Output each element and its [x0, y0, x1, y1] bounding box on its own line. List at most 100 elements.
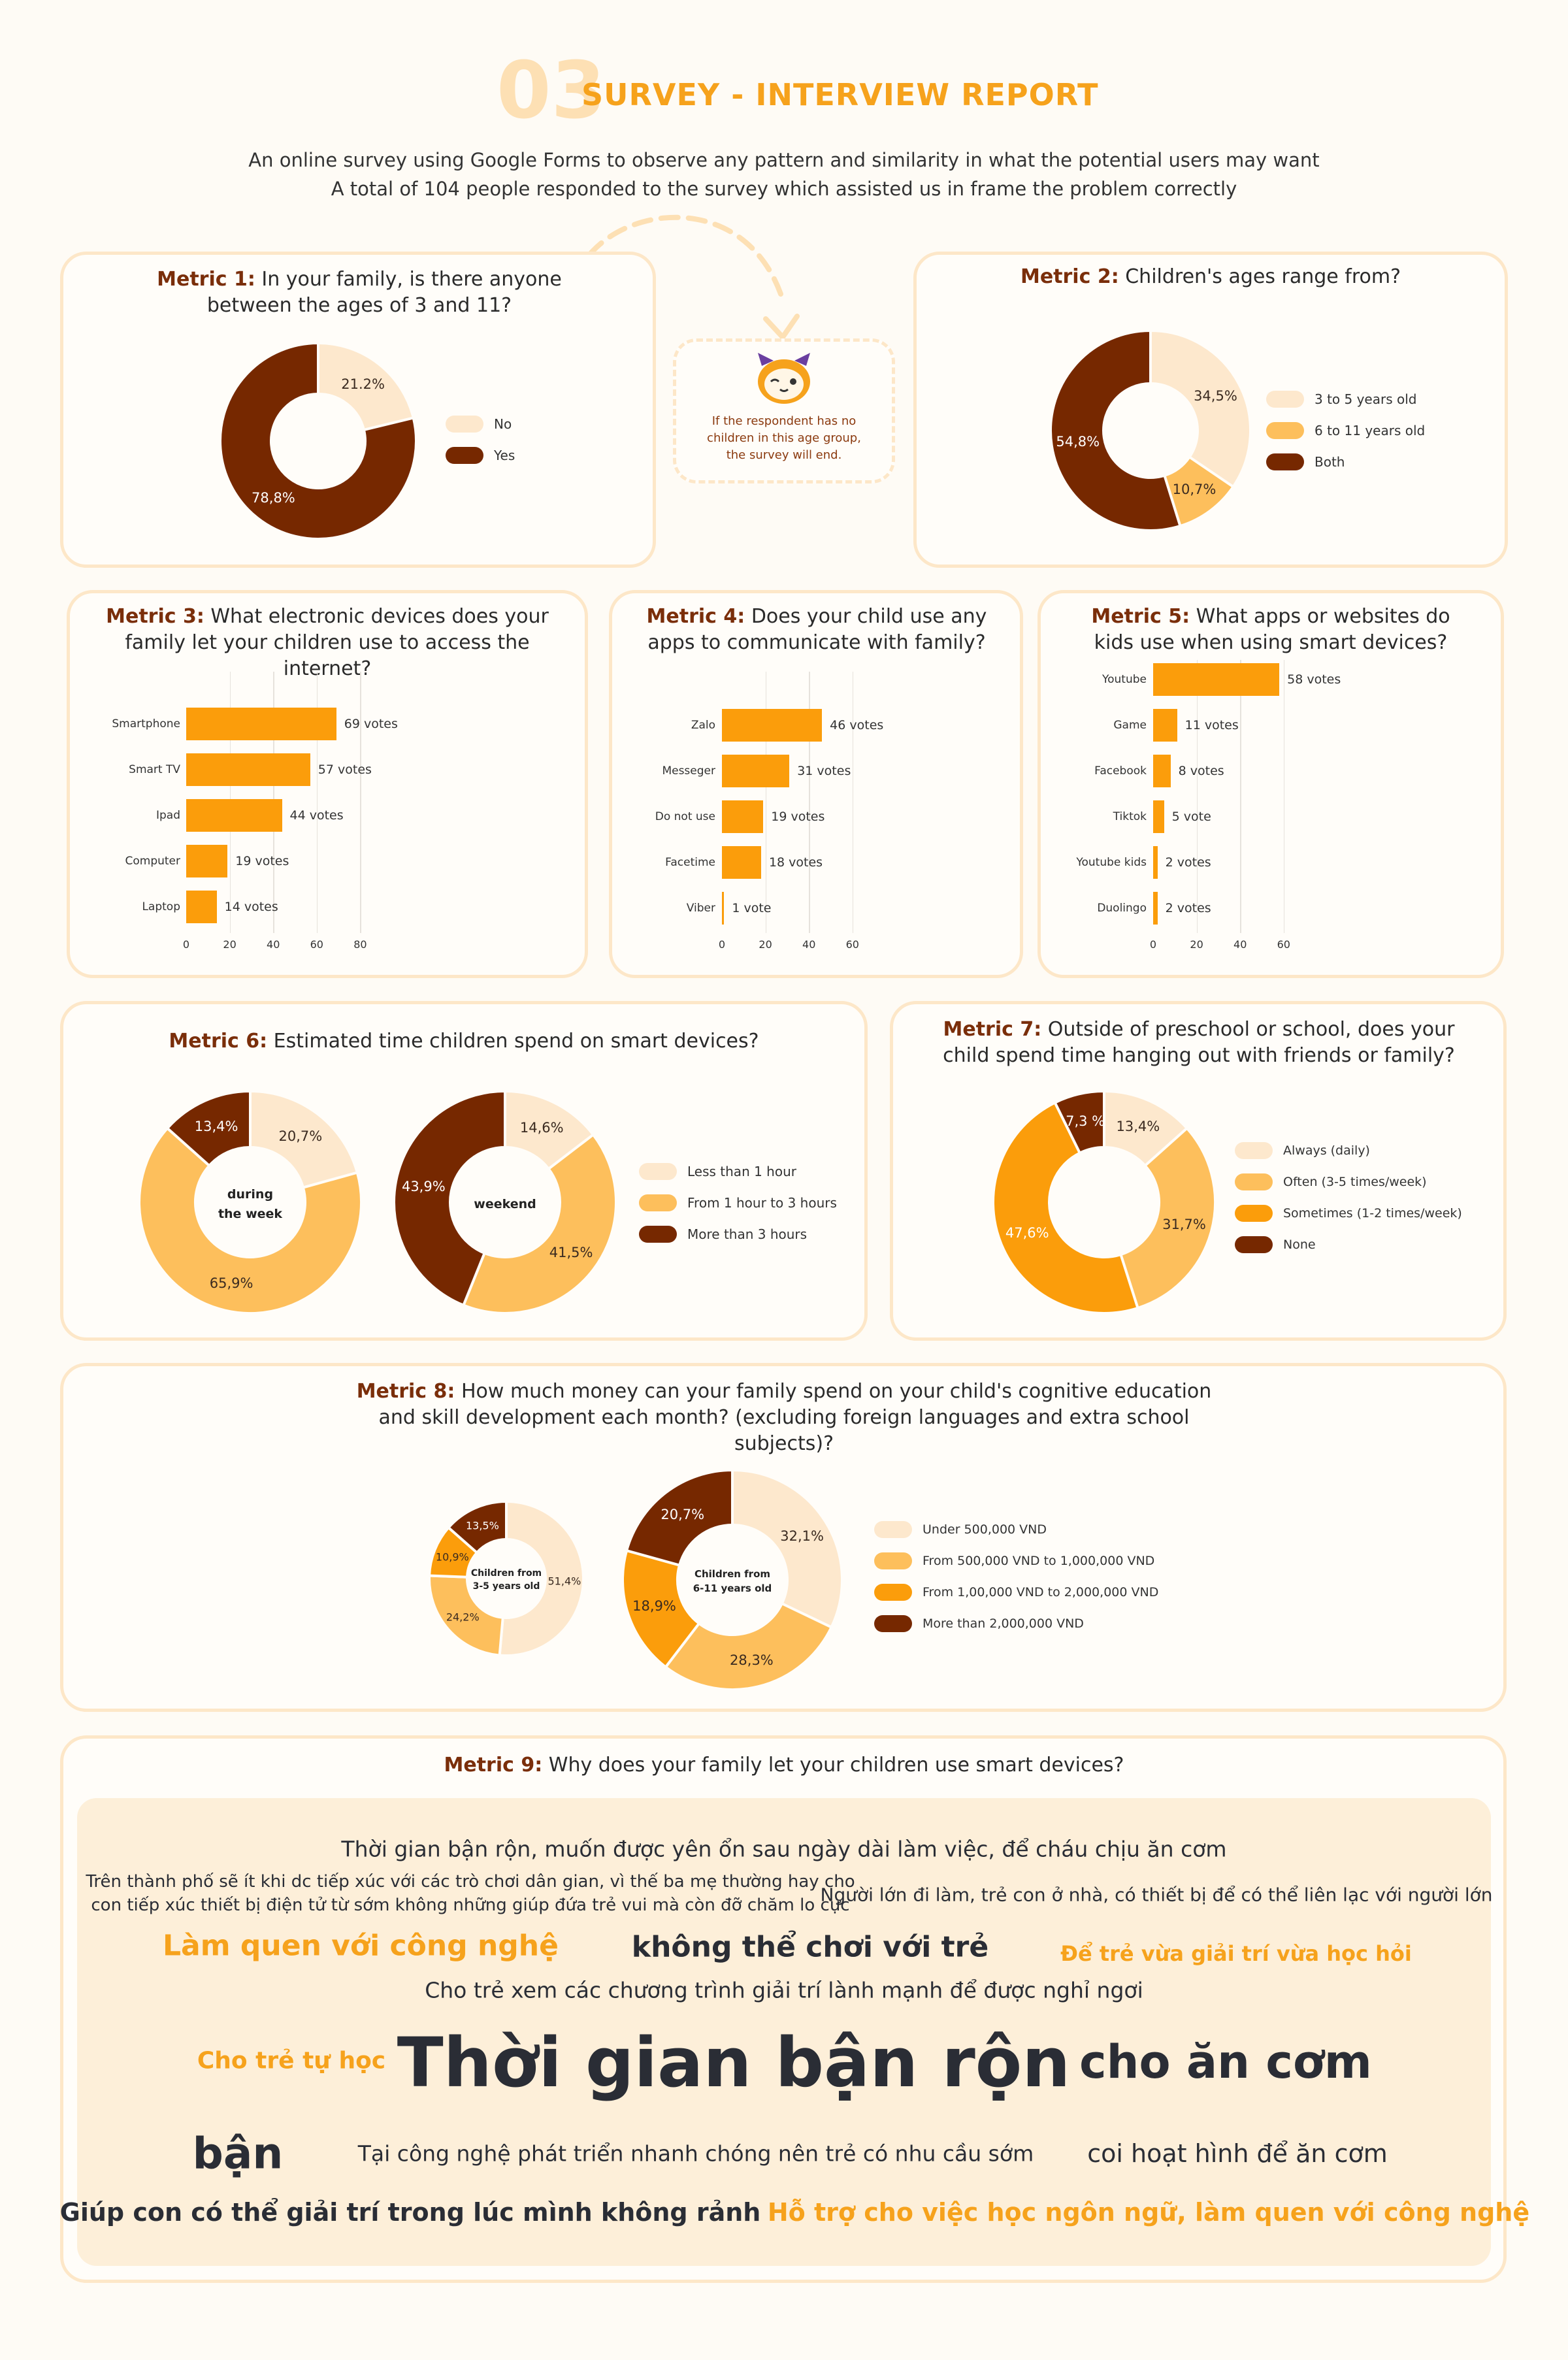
metric-8-legend-item: From 1,00,000 VND to 2,000,000 VND — [874, 1584, 1158, 1601]
metric-5-value: 58 votes — [1287, 672, 1341, 687]
metric-1-legend-item: No — [446, 416, 512, 433]
word-cloud-phrase: Người lớn đi làm, trẻ con ở nhà, có thiế… — [820, 1884, 1493, 1906]
legend-swatch — [1235, 1205, 1273, 1222]
metric-8-small-label-1: 24,2% — [446, 1611, 480, 1624]
metric-5-bar — [1153, 663, 1280, 696]
dashed-arrow — [587, 214, 800, 340]
metric-4-value: 31 votes — [797, 764, 851, 778]
legend-swatch — [639, 1226, 677, 1243]
metric-3-tick: 40 — [267, 938, 280, 951]
legend-label: 3 to 5 years old — [1315, 391, 1417, 407]
legend-swatch — [639, 1163, 677, 1180]
metric-2-donut-label-0: 34,5% — [1194, 388, 1237, 404]
metric-5-bar — [1153, 892, 1158, 925]
legend-label: More than 3 hours — [687, 1226, 808, 1242]
metric-8-small-slice-0 — [498, 1500, 585, 1657]
metric-7-donut-label-3: 7,3 % — [1066, 1113, 1105, 1130]
metric-5-category: Duolingo — [1097, 902, 1147, 915]
metric-1-donut-slice-0 — [317, 341, 416, 432]
metric-8-small-label-0: 51,4% — [547, 1575, 581, 1588]
metric-6-week-center: during the week — [218, 1187, 283, 1221]
word-cloud-phrase: con tiếp xúc thiết bị điện tử từ sớm khô… — [91, 1895, 850, 1915]
metric-5-value: 8 votes — [1178, 764, 1224, 778]
metric-3-category: Smart TV — [129, 763, 180, 776]
metric-8-small-slice-3 — [446, 1500, 508, 1555]
note-box — [673, 338, 895, 483]
metric-8-big-slice-0 — [731, 1468, 843, 1630]
metric-6-weekend-label-2: 43,9% — [401, 1178, 446, 1194]
word-cloud-phrase: Thời gian bận rộn — [397, 2023, 1071, 2103]
legend-label: From 1,00,000 VND to 2,000,000 VND — [923, 1585, 1159, 1599]
intro-line-1: An online survey using Google Forms to o… — [248, 149, 1320, 171]
legend-swatch — [1266, 391, 1304, 408]
metric-5-bar — [1153, 755, 1171, 787]
legend-swatch — [874, 1615, 912, 1632]
metric-4-bar — [722, 709, 823, 742]
word-cloud-phrase: Tại công nghệ phát triển nhanh chóng nên… — [357, 2140, 1034, 2167]
metric-4-value: 19 votes — [771, 810, 825, 824]
legend-swatch — [1235, 1173, 1273, 1190]
metric-3-bar — [186, 753, 310, 786]
word-cloud-phrase: Cho trẻ xem các chương trình giải trí là… — [425, 1977, 1143, 2003]
word-cloud-phrase: Giúp con có thể giải trí trong lúc mình … — [59, 2198, 761, 2227]
metric-7-legend-item: None — [1235, 1236, 1316, 1253]
metric-4-value: 46 votes — [830, 718, 884, 732]
legend-swatch — [1266, 453, 1304, 470]
metric-4-tick: 40 — [802, 938, 816, 951]
metric-5-tick: 0 — [1149, 938, 1157, 951]
metric-6-weekend-label-0: 14,6% — [519, 1120, 564, 1136]
word-cloud-phrase: Cho trẻ tự học — [197, 2047, 386, 2074]
metric-3-card — [67, 590, 588, 978]
legend-label: Sometimes (1-2 times/week) — [1283, 1206, 1462, 1221]
metric-9-title: Metric 9: Why does your family let your … — [444, 1754, 1124, 1777]
metric-6-week-label-0: 20,7% — [278, 1128, 323, 1144]
metric-5-gridline — [1196, 660, 1198, 933]
metric-3-tick: 60 — [310, 938, 323, 951]
metric-6-legend-item: From 1 hour to 3 hours — [639, 1194, 837, 1211]
metric-3-value: 69 votes — [344, 717, 398, 731]
legend-swatch — [639, 1194, 677, 1211]
metric-7-donut-slice-1 — [1119, 1126, 1217, 1310]
metric-8-big-label-2: 18,9% — [632, 1598, 676, 1614]
metric-8-big-label-1: 28,3% — [730, 1652, 774, 1668]
metric-4-bar — [722, 846, 761, 879]
legend-swatch — [874, 1584, 912, 1601]
metric-3-tick: 20 — [223, 938, 237, 951]
metric-8-big-slice-2 — [621, 1549, 701, 1669]
legend-swatch — [874, 1521, 912, 1538]
metric-3-value: 19 votes — [235, 854, 289, 868]
word-cloud-panel — [77, 1798, 1491, 2266]
legend-swatch — [1235, 1142, 1273, 1159]
metric-3-value: 44 votes — [289, 808, 344, 823]
metric-4-tick: 60 — [845, 938, 859, 951]
metric-3-gridline — [360, 672, 361, 933]
metric-5-tick: 40 — [1233, 938, 1247, 951]
legend-label: Yes — [494, 448, 515, 463]
metric-8-big-label-3: 20,7% — [661, 1506, 705, 1522]
metric-2-donut-slice-2 — [1049, 329, 1182, 532]
metric-3-tick: 80 — [353, 938, 367, 951]
legend-label: 6 to 11 years old — [1315, 423, 1426, 438]
metric-5-value: 5 vote — [1171, 810, 1211, 824]
legend-label: From 1 hour to 3 hours — [687, 1195, 837, 1211]
metric-8-small-label-3: 13,5% — [465, 1519, 499, 1532]
metric-2-donut-slice-0 — [1149, 329, 1252, 489]
metric-1-legend-item: Yes — [446, 447, 515, 464]
metric-8-big-label-0: 32,1% — [780, 1528, 824, 1544]
legend-swatch — [1235, 1236, 1273, 1253]
metric-2-legend-item: 3 to 5 years old — [1266, 391, 1416, 408]
metric-4-category: Facetime — [665, 856, 715, 869]
note-text: If the respondent has no children in thi… — [707, 414, 861, 462]
legend-label: From 500,000 VND to 1,000,000 VND — [923, 1554, 1155, 1568]
legend-swatch — [446, 416, 483, 433]
metric-2-title: Metric 2: Children's ages range from? — [1020, 265, 1401, 288]
word-cloud-phrase: cho ăn cơm — [1079, 2035, 1372, 2089]
metric-4-tick: 0 — [718, 938, 726, 951]
metric-6-weekend-label-1: 41,5% — [549, 1244, 593, 1260]
legend-label: Both — [1315, 454, 1345, 470]
metric-6-weekend-center: weekend — [474, 1197, 536, 1211]
metric-8-legend-item: More than 2,000,000 VND — [874, 1615, 1084, 1632]
metric-2-donut-label-1: 10,7% — [1172, 482, 1217, 498]
metric-4-category: Zalo — [691, 719, 715, 732]
